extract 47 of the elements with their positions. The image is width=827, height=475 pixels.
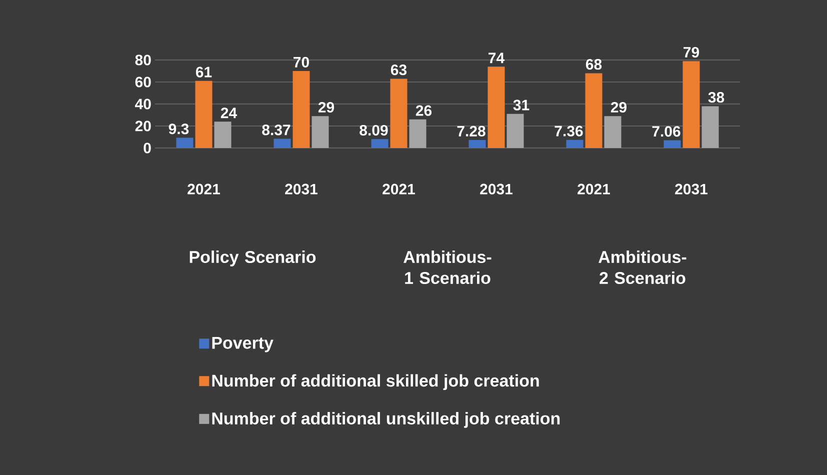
data-label: 70 — [294, 56, 309, 68]
bar — [664, 140, 681, 148]
data-label: 8.09 — [360, 124, 388, 136]
data-label: 24 — [220, 108, 238, 118]
data-label: 8.37 — [262, 124, 290, 136]
data-label: 9.3 — [168, 124, 189, 134]
bar — [468, 140, 486, 148]
data-label: 74 — [488, 52, 505, 64]
y-tick-label: 20 — [135, 120, 151, 132]
bar — [585, 73, 602, 148]
data-label: 26 — [416, 105, 432, 116]
y-tick-label: 60 — [135, 76, 151, 88]
text: Ambitious-1 Scenario — [404, 250, 492, 284]
data-label: 7.28 — [457, 126, 486, 136]
legend-label: Poverty — [212, 337, 274, 352]
data-label: 7.06 — [652, 126, 680, 137]
bar — [390, 78, 408, 148]
y-tick-label: 80 — [135, 54, 151, 66]
text: Policy Scenario — [190, 250, 316, 266]
bar — [488, 66, 505, 148]
bar — [371, 139, 388, 148]
text: Ambitious-2 Scenario — [598, 250, 686, 284]
bar — [274, 138, 291, 148]
x-tick-label: 2031 — [480, 184, 513, 194]
data-label: 29 — [318, 102, 334, 113]
data-label: 63 — [390, 64, 407, 76]
y-tick-label: 40 — [135, 98, 151, 110]
data-label: 61 — [196, 66, 212, 78]
x-tick-label: 2031 — [285, 184, 318, 194]
legend-label: Number of additional unskilled job creation — [212, 412, 560, 428]
data-label: 79 — [684, 46, 700, 58]
bar — [566, 140, 584, 148]
y-tick-label: 0 — [144, 142, 151, 154]
bar — [176, 138, 194, 148]
data-label: 7.36 — [554, 126, 583, 136]
x-tick-label: 2031 — [675, 184, 708, 194]
data-label: 38 — [708, 92, 724, 103]
x-tick-label: 2021 — [382, 184, 416, 194]
legend-label: Number of additional skilled job creation — [212, 374, 539, 390]
bar — [292, 71, 310, 148]
bar — [682, 61, 700, 148]
bar — [195, 80, 212, 148]
data-label: 31 — [513, 100, 530, 110]
x-tick-label: 2021 — [578, 184, 610, 194]
data-label: 68 — [586, 59, 602, 70]
data-label: 29 — [610, 102, 627, 113]
x-tick-label: 2021 — [188, 184, 220, 194]
